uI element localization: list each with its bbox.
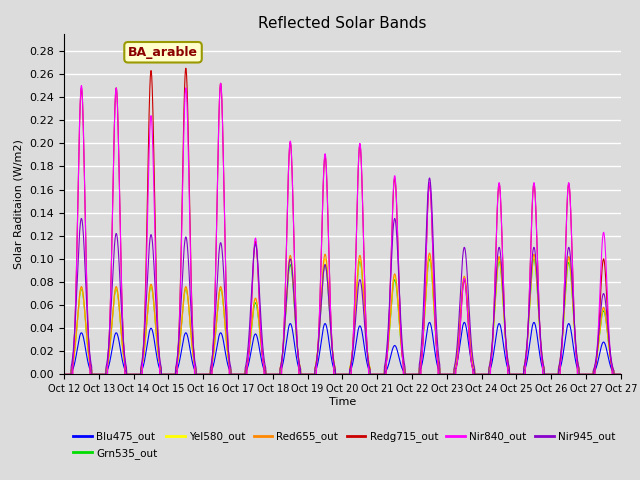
Redg715_out xyxy=(532,208,540,214)
Blu475_out xyxy=(426,320,433,325)
Red655_out xyxy=(174,356,182,362)
Redg715_out xyxy=(617,372,625,377)
Nir840_out xyxy=(414,372,422,377)
Nir945_out xyxy=(174,348,182,354)
Nir945_out xyxy=(60,372,68,377)
Nir840_out xyxy=(499,250,506,255)
Line: Red655_out: Red655_out xyxy=(64,253,621,374)
Title: Reflected Solar Bands: Reflected Solar Bands xyxy=(258,16,427,31)
Blu475_out xyxy=(60,372,68,377)
Grn535_out xyxy=(611,372,618,377)
Nir840_out xyxy=(174,349,182,355)
Nir945_out xyxy=(463,267,471,273)
Yel580_out xyxy=(617,372,625,377)
Yel580_out xyxy=(611,372,618,377)
Line: Yel580_out: Yel580_out xyxy=(64,257,621,374)
Nir945_out xyxy=(532,257,540,263)
Yel580_out xyxy=(426,254,433,260)
Line: Nir840_out: Nir840_out xyxy=(64,83,621,374)
Legend: Blu475_out, Grn535_out, Yel580_out, Red655_out, Redg715_out, Nir840_out, Nir945_: Blu475_out, Grn535_out, Yel580_out, Red6… xyxy=(69,427,620,463)
Redg715_out xyxy=(499,250,506,256)
Grn535_out xyxy=(174,357,182,362)
Nir840_out xyxy=(617,372,625,377)
Blu475_out xyxy=(532,324,540,330)
Yel580_out xyxy=(60,372,68,377)
Grn535_out xyxy=(499,289,506,295)
Nir945_out xyxy=(426,175,433,181)
Red655_out xyxy=(611,372,618,377)
Red655_out xyxy=(463,291,471,297)
Redg715_out xyxy=(174,347,182,353)
Yel580_out xyxy=(463,293,471,299)
Blu475_out xyxy=(463,329,471,335)
Text: BA_arable: BA_arable xyxy=(128,46,198,59)
Blu475_out xyxy=(611,372,618,377)
Nir945_out xyxy=(617,372,625,377)
X-axis label: Time: Time xyxy=(329,397,356,407)
Nir840_out xyxy=(217,80,225,86)
Red655_out xyxy=(414,372,422,377)
Blu475_out xyxy=(174,364,182,370)
Grn535_out xyxy=(414,372,422,377)
Nir945_out xyxy=(414,372,422,377)
Blu475_out xyxy=(499,335,506,340)
Redg715_out xyxy=(463,300,471,306)
Line: Blu475_out: Blu475_out xyxy=(64,323,621,374)
Redg715_out xyxy=(182,65,189,71)
Yel580_out xyxy=(414,372,422,377)
Nir840_out xyxy=(611,372,618,377)
Redg715_out xyxy=(414,372,422,377)
Nir945_out xyxy=(499,278,506,284)
Line: Redg715_out: Redg715_out xyxy=(64,68,621,374)
Red655_out xyxy=(499,286,506,291)
Grn535_out xyxy=(617,372,625,377)
Yel580_out xyxy=(174,357,182,362)
Y-axis label: Solar Raditaion (W/m2): Solar Raditaion (W/m2) xyxy=(14,139,24,269)
Red655_out xyxy=(617,372,625,377)
Red655_out xyxy=(426,250,433,256)
Blu475_out xyxy=(414,372,422,377)
Line: Grn535_out: Grn535_out xyxy=(64,259,621,374)
Grn535_out xyxy=(60,372,68,377)
Redg715_out xyxy=(611,372,618,377)
Redg715_out xyxy=(60,372,68,377)
Grn535_out xyxy=(532,267,540,273)
Nir840_out xyxy=(60,372,68,377)
Yel580_out xyxy=(499,287,506,293)
Line: Nir945_out: Nir945_out xyxy=(64,178,621,374)
Nir840_out xyxy=(463,299,471,305)
Grn535_out xyxy=(463,294,471,300)
Red655_out xyxy=(532,264,540,269)
Blu475_out xyxy=(617,372,625,377)
Red655_out xyxy=(60,372,68,377)
Nir840_out xyxy=(532,207,540,213)
Nir945_out xyxy=(611,372,618,377)
Yel580_out xyxy=(532,265,540,271)
Grn535_out xyxy=(426,256,433,262)
